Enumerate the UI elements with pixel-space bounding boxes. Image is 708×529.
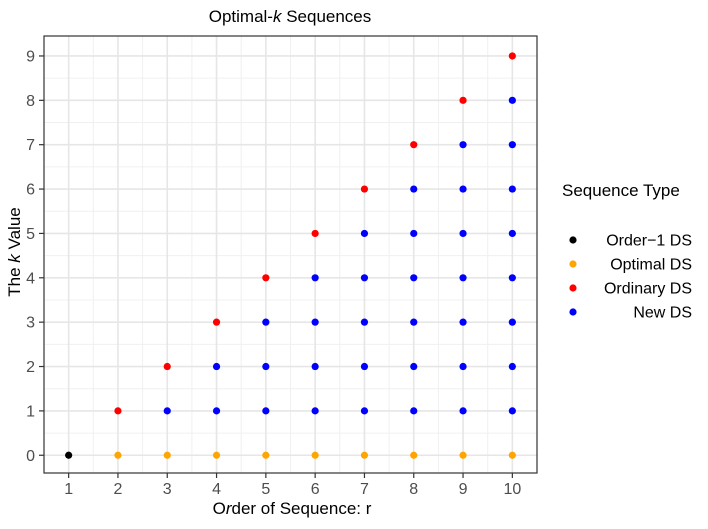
y-tick-label: 0: [26, 448, 35, 465]
y-tick-label: 7: [26, 137, 35, 154]
data-point: [459, 229, 467, 238]
y-tick-label: 4: [26, 270, 35, 287]
legend-key: [569, 260, 577, 268]
data-point: [360, 318, 369, 326]
y-tick-label: 5: [26, 226, 35, 243]
data-point: [410, 451, 418, 459]
legend-key: [569, 236, 577, 244]
y-axis-title: The k Value: [5, 207, 24, 296]
data-point: [459, 407, 467, 415]
data-point: [311, 362, 319, 371]
y-tick-label: 3: [26, 315, 35, 332]
data-point: [360, 229, 369, 238]
data-point: [410, 318, 418, 326]
x-tick-label: 8: [409, 481, 418, 498]
data-point: [360, 451, 369, 459]
x-tick-label: 6: [311, 481, 320, 498]
x-axis: 1 2 3 4 5 6 7 8 9 10: [64, 473, 521, 498]
y-tick-label: 9: [26, 48, 35, 65]
data-point: [262, 362, 270, 371]
legend-label: Optimal DS: [610, 257, 692, 274]
data-point: [410, 141, 418, 149]
data-point: [262, 451, 270, 459]
data-point: [508, 362, 516, 371]
data-point: [360, 274, 369, 282]
legend: Sequence Type Order−1 DS Optimal DS Ordinar…: [562, 181, 692, 322]
data-point: [410, 229, 418, 238]
legend-label: New DS: [633, 305, 692, 322]
data-point: [459, 141, 467, 149]
data-point: [360, 362, 369, 371]
data-point: [508, 96, 516, 104]
data-point: [163, 362, 171, 371]
chart-title: Optimal-k Sequences: [209, 7, 372, 26]
x-tick-label: 4: [212, 481, 221, 498]
data-point: [262, 407, 270, 415]
data-point: [360, 185, 369, 193]
data-point: [410, 185, 418, 193]
data-point: [459, 274, 467, 282]
data-point: [459, 318, 467, 326]
data-point: [508, 229, 516, 238]
data-point: [212, 318, 221, 326]
x-tick-label: 5: [261, 481, 270, 498]
data-point: [262, 318, 270, 326]
x-tick-label: 7: [360, 481, 369, 498]
data-point: [508, 318, 516, 326]
plot-border: [43, 35, 538, 474]
data-point: [508, 451, 516, 459]
data-point: [114, 407, 122, 415]
x-tick-label: 1: [64, 481, 73, 498]
data-point: [65, 451, 73, 459]
y-tick-label: 6: [26, 182, 35, 199]
data-point: [311, 229, 319, 238]
data-point: [311, 407, 319, 415]
data-point: [212, 407, 221, 415]
legend-label: Order−1 DS: [606, 233, 692, 250]
data-point: [410, 274, 418, 282]
data-point: [508, 185, 516, 193]
x-axis-title: Order of Sequence: r: [213, 499, 372, 518]
x-tick-label: 10: [503, 481, 521, 498]
legend-label: Ordinary DS: [604, 281, 692, 298]
x-tick-label: 9: [459, 481, 468, 498]
y-tick-label: 8: [26, 93, 35, 110]
data-point: [410, 407, 418, 415]
legend-title: Sequence Type: [562, 181, 680, 200]
data-point: [311, 274, 319, 282]
data-point: [459, 96, 467, 104]
data-point: [212, 451, 221, 459]
data-point: [508, 52, 516, 60]
y-tick-label: 2: [26, 359, 35, 376]
data-point: [410, 362, 418, 371]
data-point: [163, 407, 171, 415]
y-tick-label: 1: [26, 403, 35, 420]
data-point: [311, 318, 319, 326]
data-point: [262, 274, 270, 282]
legend-key: [569, 284, 577, 292]
legend-key: [569, 308, 577, 316]
data-point: [360, 407, 369, 415]
x-tick-label: 3: [163, 481, 172, 498]
x-tick-label: 2: [113, 481, 122, 498]
plot-panel: [43, 35, 538, 474]
data-point: [114, 451, 122, 459]
data-points: [65, 52, 516, 459]
y-axis: 0 1 2 3 4 5 6 7 8 9: [26, 48, 44, 465]
data-point: [311, 451, 319, 459]
data-point: [459, 451, 467, 459]
data-point: [163, 451, 171, 459]
data-point: [212, 362, 221, 371]
data-point: [508, 274, 516, 282]
data-point: [508, 407, 516, 415]
data-point: [508, 141, 516, 149]
data-point: [459, 362, 467, 371]
data-point: [459, 185, 467, 193]
